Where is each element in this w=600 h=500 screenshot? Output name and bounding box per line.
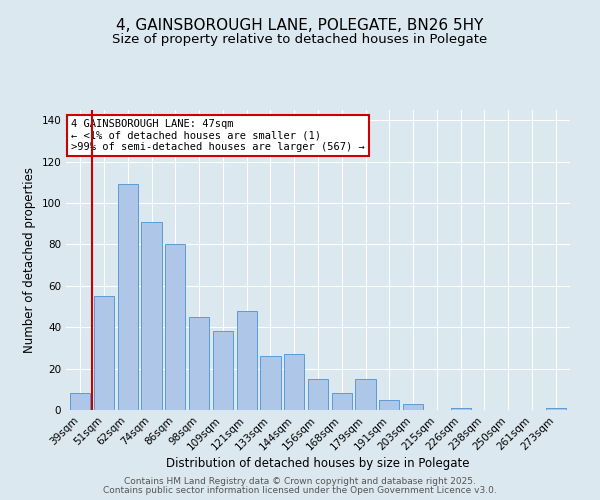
X-axis label: Distribution of detached houses by size in Polegate: Distribution of detached houses by size … — [166, 458, 470, 470]
Bar — [189, 317, 209, 410]
Bar — [70, 394, 91, 410]
Bar — [284, 354, 304, 410]
Bar — [403, 404, 423, 410]
Bar — [118, 184, 138, 410]
Text: 4, GAINSBOROUGH LANE, POLEGATE, BN26 5HY: 4, GAINSBOROUGH LANE, POLEGATE, BN26 5HY — [116, 18, 484, 32]
Y-axis label: Number of detached properties: Number of detached properties — [23, 167, 36, 353]
Bar — [142, 222, 161, 410]
Bar — [379, 400, 400, 410]
Bar — [545, 408, 566, 410]
Bar — [213, 332, 233, 410]
Bar — [308, 379, 328, 410]
Text: Contains HM Land Registry data © Crown copyright and database right 2025.: Contains HM Land Registry data © Crown c… — [124, 478, 476, 486]
Bar — [236, 310, 257, 410]
Bar — [260, 356, 281, 410]
Bar — [332, 394, 352, 410]
Bar — [451, 408, 471, 410]
Text: 4 GAINSBOROUGH LANE: 47sqm
← <1% of detached houses are smaller (1)
>99% of semi: 4 GAINSBOROUGH LANE: 47sqm ← <1% of deta… — [71, 119, 365, 152]
Bar — [165, 244, 185, 410]
Bar — [94, 296, 114, 410]
Bar — [355, 379, 376, 410]
Text: Contains public sector information licensed under the Open Government Licence v3: Contains public sector information licen… — [103, 486, 497, 495]
Text: Size of property relative to detached houses in Polegate: Size of property relative to detached ho… — [112, 32, 488, 46]
